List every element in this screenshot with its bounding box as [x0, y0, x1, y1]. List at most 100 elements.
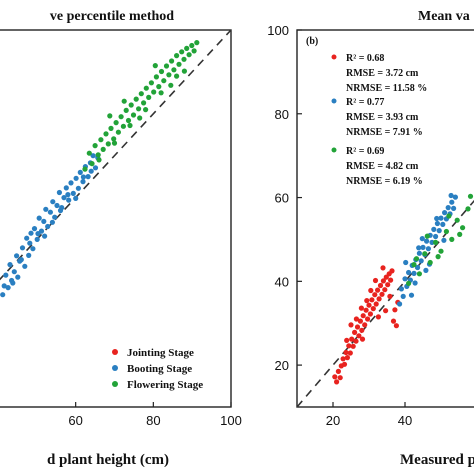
point-flowering: [176, 61, 182, 67]
right-x-axis-label: Measured p: [400, 452, 474, 468]
point-booting: [11, 269, 17, 275]
point-flowering: [186, 52, 192, 58]
point-flowering: [427, 259, 433, 266]
point-booting: [7, 262, 13, 268]
point-booting: [52, 214, 58, 220]
point-flowering: [163, 63, 170, 69]
point-booting: [57, 207, 64, 214]
point-jointing: [383, 308, 389, 314]
point-booting: [398, 286, 404, 292]
point-jointing: [341, 361, 348, 367]
point-flowering: [86, 150, 92, 156]
point-booting: [406, 269, 412, 276]
point-flowering: [92, 143, 98, 149]
right-y-tick-label: 100: [267, 23, 289, 38]
right-x-tick-label: 40: [398, 413, 412, 428]
stats-marker-booting: [331, 98, 337, 104]
point-booting: [442, 210, 448, 216]
right-y-ticks: 20 40 60 80 100: [267, 23, 302, 373]
point-jointing: [377, 282, 384, 289]
point-booting: [22, 263, 28, 269]
point-jointing: [390, 318, 397, 324]
point-flowering: [127, 122, 133, 129]
point-jointing: [357, 318, 363, 324]
point-jointing: [382, 287, 388, 293]
point-booting: [14, 253, 20, 259]
point-jointing: [393, 323, 399, 329]
point-flowering: [424, 233, 430, 239]
point-booting: [70, 190, 76, 196]
point-jointing: [354, 324, 361, 330]
point-booting: [403, 259, 409, 266]
right-plot-frame: [296, 29, 474, 408]
stats-marker-flowering: [331, 147, 337, 153]
left-scatter-points: [0, 40, 200, 298]
point-booting: [418, 258, 424, 264]
point-flowering: [169, 58, 175, 64]
point-flowering: [460, 225, 466, 231]
point-booting: [423, 267, 429, 273]
point-flowering: [105, 141, 111, 147]
point-jointing: [363, 307, 369, 313]
legend-label-jointing: Jointing Stage: [127, 347, 194, 359]
left-reference-line: [0, 29, 232, 281]
point-flowering: [130, 112, 137, 118]
point-flowering: [146, 94, 152, 100]
point-flowering: [152, 63, 158, 69]
point-flowering: [416, 271, 422, 277]
point-booting: [3, 272, 9, 278]
point-jointing: [379, 291, 385, 297]
point-booting: [80, 179, 86, 185]
point-flowering: [467, 193, 474, 199]
point-jointing: [360, 313, 366, 319]
point-booting: [420, 244, 426, 250]
point-flowering: [406, 280, 412, 286]
point-booting: [43, 206, 49, 212]
point-jointing: [372, 292, 378, 298]
point-flowering: [457, 231, 463, 237]
point-jointing: [369, 297, 375, 303]
point-jointing: [335, 368, 341, 374]
point-flowering: [118, 114, 124, 120]
point-booting: [73, 195, 79, 201]
point-booting: [30, 246, 36, 252]
point-booting: [41, 218, 47, 224]
point-flowering: [181, 68, 187, 74]
point-booting: [34, 236, 40, 242]
point-flowering: [435, 254, 441, 260]
point-booting: [431, 226, 437, 232]
left-x-tick-label: 80: [146, 413, 160, 428]
point-jointing: [337, 375, 343, 381]
point-flowering: [181, 56, 187, 62]
point-booting: [425, 246, 431, 252]
point-booting: [1, 283, 7, 289]
point-flowering: [115, 129, 121, 135]
point-flowering: [449, 236, 455, 242]
point-flowering: [108, 125, 114, 131]
right-reference-line: [296, 199, 474, 408]
point-jointing: [340, 356, 346, 362]
point-booting: [424, 238, 430, 244]
point-booting: [24, 235, 30, 241]
point-booting: [416, 245, 422, 251]
point-flowering: [143, 107, 149, 113]
stats-r2-booting: R² = 0.77: [346, 97, 384, 108]
point-booting: [452, 194, 458, 200]
point-flowering: [411, 262, 417, 268]
point-booting: [63, 185, 69, 191]
point-flowering: [128, 102, 134, 108]
stats-r2-flowering: R² = 0.69: [346, 146, 384, 157]
point-booting: [68, 180, 74, 186]
point-flowering: [191, 48, 197, 54]
point-flowering: [133, 96, 139, 102]
point-jointing: [375, 287, 381, 293]
point-booting: [54, 202, 60, 209]
point-jointing: [368, 287, 374, 294]
point-flowering: [166, 72, 172, 78]
point-booting: [434, 220, 440, 227]
point-jointing: [356, 333, 362, 339]
point-flowering: [156, 84, 162, 90]
point-booting: [49, 219, 56, 225]
legend-label-booting: Booting Stage: [127, 363, 192, 375]
